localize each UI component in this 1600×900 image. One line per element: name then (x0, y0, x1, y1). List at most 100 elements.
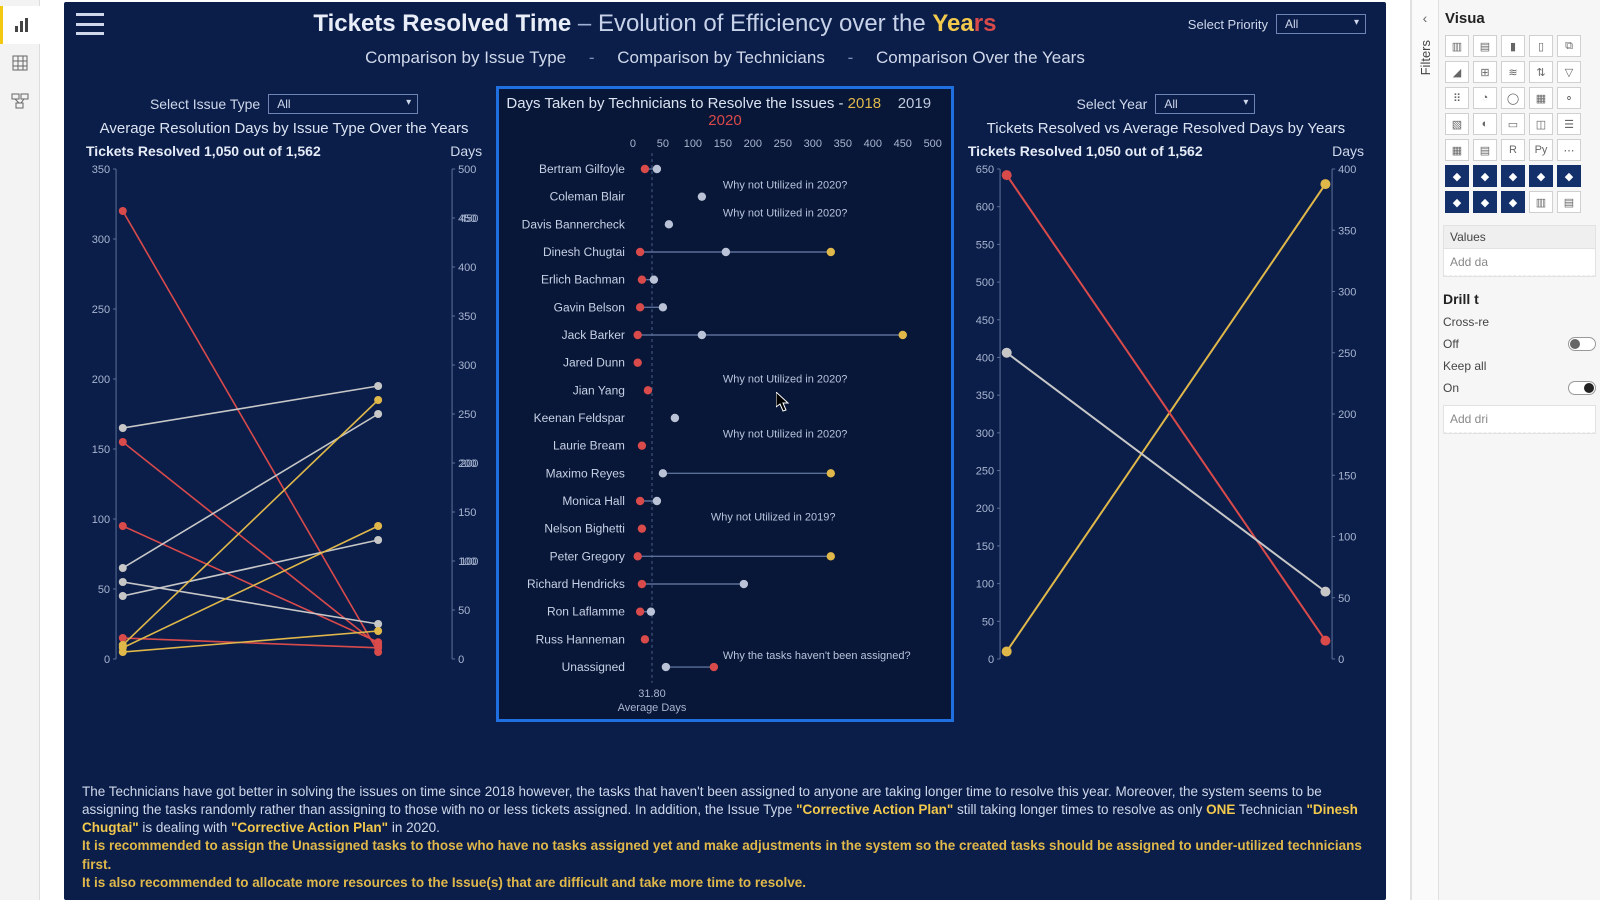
vis-custom9-icon[interactable]: ▥ (1529, 191, 1553, 213)
hamburger-menu-icon[interactable] (76, 13, 104, 35)
svg-text:350: 350 (976, 390, 994, 402)
vis-line-icon[interactable]: ⧉ (1557, 35, 1581, 57)
svg-text:450: 450 (976, 315, 994, 327)
vis-more-icon[interactable]: ⋯ (1557, 139, 1581, 161)
nav-years[interactable]: Comparison Over the Years (876, 48, 1085, 67)
vis-custom5-icon[interactable]: ◆ (1557, 165, 1581, 187)
svg-text:400: 400 (1338, 164, 1356, 176)
vis-matrix-icon[interactable]: ▤ (1473, 139, 1497, 161)
svg-text:0: 0 (988, 654, 994, 666)
drill-well[interactable]: Add dri (1443, 405, 1596, 434)
vis-slicer-icon[interactable]: ☰ (1557, 113, 1581, 135)
svg-text:250: 250 (458, 409, 476, 421)
svg-text:250: 250 (774, 138, 792, 150)
vis-custom3-icon[interactable]: ◆ (1501, 165, 1525, 187)
svg-text:Dinesh Chugtai: Dinesh Chugtai (543, 245, 625, 259)
vis-combo-icon[interactable]: ⊞ (1473, 61, 1497, 83)
vis-tree-icon[interactable]: ▦ (1529, 87, 1553, 109)
vis-custom4-icon[interactable]: ◆ (1529, 165, 1553, 187)
issuetype-dropdown[interactable]: All (268, 94, 418, 114)
vis-map-icon[interactable]: ⚬ (1557, 87, 1581, 109)
svg-text:650: 650 (976, 164, 994, 176)
svg-text:250: 250 (92, 304, 110, 316)
svg-text:350: 350 (92, 164, 110, 176)
left-chart[interactable]: 0501001502002503003500501001502002503003… (76, 159, 492, 679)
center-chart-box[interactable]: Days Taken by Technicians to Resolve the… (496, 86, 954, 722)
visual-type-grid[interactable]: ▥ ▤ ▮ ▯ ⧉ ◢ ⊞ ≋ ⇅ ▽ ⠿ ◔ ◯ ▦ ⚬ ▧ ◐ ▭ ◫ ☰ (1443, 33, 1596, 215)
svg-text:Keenan Feldspar: Keenan Feldspar (534, 411, 625, 425)
vis-clusteredcol-icon[interactable]: ▮ (1501, 35, 1525, 57)
svg-text:Maximo Reyes: Maximo Reyes (546, 466, 625, 480)
priority-label: Select Priority (1188, 17, 1268, 32)
svg-text:500: 500 (924, 138, 942, 150)
vis-py-icon[interactable]: Py (1529, 139, 1553, 161)
vis-stackedbar-icon[interactable]: ▥ (1445, 35, 1469, 57)
right-chart[interactable]: 0501001502002503003504004505005506006500… (958, 159, 1374, 679)
vis-area-icon[interactable]: ◢ (1445, 61, 1469, 83)
year-dropdown[interactable]: All (1155, 94, 1255, 114)
svg-text:350: 350 (1338, 225, 1356, 237)
svg-text:350: 350 (834, 138, 852, 150)
vis-custom6-icon[interactable]: ◆ (1445, 191, 1469, 213)
vis-filledmap-icon[interactable]: ▧ (1445, 113, 1469, 135)
vis-custom1-icon[interactable]: ◆ (1445, 165, 1469, 187)
vis-card-icon[interactable]: ▭ (1501, 113, 1525, 135)
svg-text:550: 550 (976, 239, 994, 251)
vis-scatter-icon[interactable]: ⠿ (1445, 87, 1469, 109)
svg-text:200: 200 (92, 374, 110, 386)
svg-text:150: 150 (92, 444, 110, 456)
svg-text:31.80: 31.80 (638, 688, 666, 700)
svg-text:50: 50 (1338, 593, 1350, 605)
svg-text:Laurie Bream: Laurie Bream (553, 439, 625, 453)
values-placeholder[interactable]: Add da (1444, 249, 1595, 276)
vis-bar-icon[interactable]: ▤ (1473, 35, 1497, 57)
nav-technicians[interactable]: Comparison by Technicians (617, 48, 825, 67)
vis-stackedcol-icon[interactable]: ▯ (1529, 35, 1553, 57)
vis-r-icon[interactable]: R (1501, 139, 1525, 161)
chevron-left-icon[interactable]: ‹ (1423, 10, 1428, 26)
drill-placeholder[interactable]: Add dri (1444, 406, 1595, 433)
vis-funnel-icon[interactable]: ▽ (1557, 61, 1581, 83)
vis-donut-icon[interactable]: ◯ (1501, 87, 1525, 109)
vis-custom2-icon[interactable]: ◆ (1473, 165, 1497, 187)
days-label-left: Days (450, 143, 482, 159)
report-view-icon[interactable] (0, 6, 40, 44)
filters-label: Filters (1418, 40, 1433, 75)
svg-text:100: 100 (1338, 532, 1356, 544)
right-kpi: Tickets Resolved 1,050 out of 1,562 (968, 143, 1203, 159)
filters-collapsed[interactable]: ‹ Filters (1411, 0, 1439, 900)
vis-ribbon-icon[interactable]: ≋ (1501, 61, 1525, 83)
svg-text:Peter Gregory: Peter Gregory (550, 549, 625, 563)
priority-dropdown[interactable]: All (1276, 14, 1366, 34)
cross-report-toggle[interactable] (1568, 337, 1596, 351)
svg-text:100: 100 (92, 514, 110, 526)
vis-custom8-icon[interactable]: ◆ (1501, 191, 1525, 213)
data-view-icon[interactable] (0, 44, 40, 82)
model-view-icon[interactable] (0, 82, 40, 120)
vis-pie-icon[interactable]: ◔ (1473, 87, 1497, 109)
right-panel: Select Year All Tickets Resolved vs Aver… (958, 90, 1374, 822)
footer-insight: The Technicians have got better in solvi… (82, 783, 1368, 892)
center-chart[interactable]: 05010015020025030035040045050031.80Avera… (503, 129, 947, 721)
svg-text:600: 600 (976, 202, 994, 214)
vis-gauge-icon[interactable]: ◐ (1473, 113, 1497, 135)
svg-text:100: 100 (976, 579, 994, 591)
svg-text:0: 0 (458, 654, 464, 666)
keepall-toggle[interactable] (1568, 381, 1596, 395)
vis-waterfall-icon[interactable]: ⇅ (1529, 61, 1553, 83)
svg-text:350: 350 (458, 311, 476, 323)
left-chart-title: Average Resolution Days by Issue Type Ov… (76, 120, 492, 137)
values-well[interactable]: Values Add da (1443, 225, 1596, 277)
on-label: On (1443, 381, 1459, 395)
svg-text:300: 300 (1338, 287, 1356, 299)
svg-text:Jared Dunn: Jared Dunn (563, 356, 625, 370)
center-panel: Days Taken by Technicians to Resolve the… (496, 90, 954, 822)
vis-custom10-icon[interactable]: ▤ (1557, 191, 1581, 213)
nav-issuetype[interactable]: Comparison by Issue Type (365, 48, 566, 67)
svg-text:400: 400 (458, 262, 476, 274)
vis-table-icon[interactable]: ▦ (1445, 139, 1469, 161)
svg-text:Davis Bannercheck: Davis Bannercheck (522, 217, 626, 231)
svg-text:0: 0 (104, 654, 110, 666)
vis-kpi-icon[interactable]: ◫ (1529, 113, 1553, 135)
vis-custom7-icon[interactable]: ◆ (1473, 191, 1497, 213)
